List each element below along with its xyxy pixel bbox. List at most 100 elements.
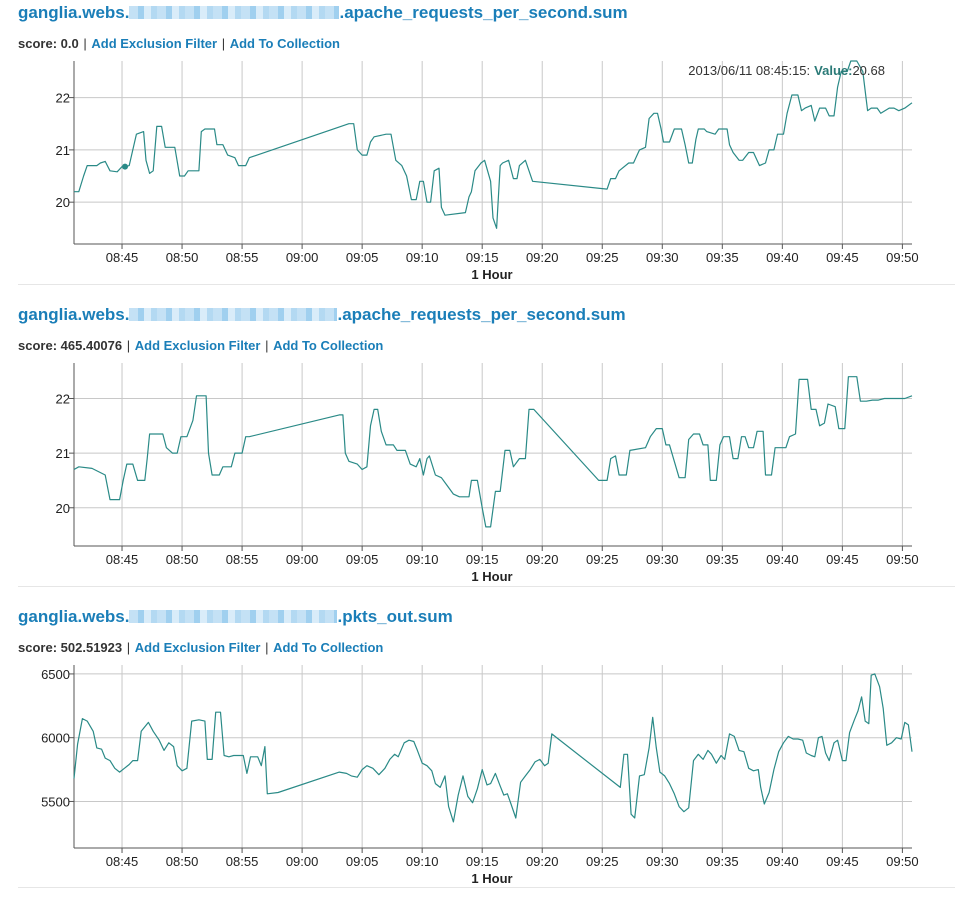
x-tick-label: 09:50 (886, 552, 919, 567)
score-line: score: 0.0 | Add Exclusion Filter | Add … (18, 36, 340, 51)
add-exclusion-filter-link[interactable]: Add Exclusion Filter (134, 338, 261, 353)
separator: | (221, 36, 226, 51)
y-tick-label: 20 (56, 195, 70, 210)
x-tick-label: 09:35 (706, 854, 739, 869)
x-tick-label: 09:45 (826, 552, 859, 567)
x-axis-label: 1 Hour (471, 569, 512, 584)
x-tick-label: 09:30 (646, 854, 679, 869)
panel-divider (18, 586, 955, 587)
x-tick-label: 09:50 (886, 854, 919, 869)
redacted-hostname (129, 308, 338, 321)
x-tick-label: 09:15 (466, 250, 499, 265)
series-line (73, 376, 913, 528)
x-tick-label: 09:45 (826, 854, 859, 869)
series-line (74, 60, 913, 229)
x-tick-label: 08:45 (106, 854, 139, 869)
metric-title-link[interactable]: ganglia.webs. .apache_requests_per_second… (18, 3, 628, 23)
add-to-collection-link[interactable]: Add To Collection (229, 36, 340, 51)
x-tick-label: 08:55 (226, 552, 259, 567)
x-tick-label: 09:20 (526, 854, 559, 869)
x-tick-label: 09:05 (346, 552, 379, 567)
score-value: 0.0 (60, 36, 79, 51)
x-tick-label: 09:20 (526, 552, 559, 567)
score-line: score: 502.51923 | Add Exclusion Filter … (18, 640, 383, 655)
hover-point (122, 163, 129, 170)
add-to-collection-link[interactable]: Add To Collection (273, 640, 384, 655)
x-tick-label: 08:45 (106, 250, 139, 265)
x-tick-label: 09:45 (826, 250, 859, 265)
metric-chart[interactable]: 08:45 08:50 08:55 09:00 09:05 09:10 09:15 09:20… (0, 59, 955, 284)
metric-chart[interactable]: 08:45 08:50 08:55 09:00 09:05 09:10 09:15 09:20… (0, 663, 955, 888)
add-exclusion-filter-link[interactable]: Add Exclusion Filter (91, 36, 218, 51)
metric-chart[interactable]: 08:45 08:50 08:55 09:00 09:05 09:10 09:15 09:20… (0, 361, 955, 586)
x-tick-label: 08:50 (166, 854, 199, 869)
y-tick-label: 21 (56, 143, 70, 158)
metric-panel-1: ganglia.webs. .apache_requests_per_second… (0, 3, 955, 283)
y-tick-label: 6500 (41, 667, 70, 682)
redacted-hostname (129, 6, 340, 19)
add-exclusion-filter-link[interactable]: Add Exclusion Filter (134, 640, 261, 655)
metric-title-suffix: .apache_requests_per_second.sum (339, 3, 628, 22)
x-tick-label: 09:30 (646, 552, 679, 567)
score-value: 465.40076 (60, 338, 123, 353)
x-tick-label: 09:35 (706, 552, 739, 567)
metric-panel-2: ganglia.webs. .apache_requests_per_second… (0, 305, 955, 585)
x-tick-label: 08:50 (166, 250, 199, 265)
y-tick-label: 5500 (41, 794, 70, 809)
separator: | (265, 640, 269, 655)
series-line (73, 673, 913, 823)
score-label: score: (18, 338, 58, 353)
x-tick-label: 09:00 (286, 552, 319, 567)
x-tick-label: 08:45 (106, 552, 139, 567)
x-axis-label: 1 Hour (471, 267, 512, 282)
metric-title-link[interactable]: ganglia.webs. .apache_requests_per_second… (18, 305, 626, 325)
y-tick-label: 22 (56, 392, 70, 407)
metric-title-prefix: ganglia.webs. (18, 607, 130, 626)
y-tick-label: 6000 (41, 731, 70, 746)
x-tick-label: 08:55 (226, 854, 259, 869)
panel-divider (18, 887, 955, 888)
x-tick-label: 09:40 (766, 552, 799, 567)
x-tick-label: 09:30 (646, 250, 679, 265)
metric-title-prefix: ganglia.webs. (18, 3, 130, 22)
score-label: score: (18, 640, 58, 655)
x-tick-label: 09:40 (766, 854, 799, 869)
metric-title-link[interactable]: ganglia.webs. .pkts_out.sum (18, 607, 453, 627)
y-tick-label: 21 (56, 446, 70, 461)
metric-panel-3: ganglia.webs. .pkts_out.sum score: 502.51… (0, 607, 955, 887)
metric-title-suffix: .pkts_out.sum (337, 607, 453, 626)
x-tick-label: 09:00 (286, 250, 319, 265)
x-axis-label: 1 Hour (471, 871, 512, 886)
y-tick-label: 20 (56, 501, 70, 516)
x-tick-label: 09:15 (466, 854, 499, 869)
panel-divider (18, 284, 955, 285)
x-tick-label: 09:10 (406, 250, 439, 265)
metric-title-suffix: .apache_requests_per_second.sum (337, 305, 626, 324)
x-tick-label: 09:25 (586, 854, 619, 869)
separator: | (126, 338, 131, 353)
x-tick-label: 09:50 (886, 250, 919, 265)
separator: | (126, 640, 131, 655)
redacted-hostname (129, 610, 338, 623)
x-tick-label: 09:10 (406, 552, 439, 567)
separator: | (83, 36, 87, 51)
separator: | (265, 338, 269, 353)
add-to-collection-link[interactable]: Add To Collection (273, 338, 384, 353)
metric-title-prefix: ganglia.webs. (18, 305, 130, 324)
x-tick-label: 09:00 (286, 854, 319, 869)
x-tick-label: 09:40 (766, 250, 799, 265)
x-tick-label: 09:05 (346, 250, 379, 265)
y-tick-label: 22 (56, 91, 70, 106)
x-tick-label: 09:05 (346, 854, 379, 869)
x-tick-label: 09:10 (406, 854, 439, 869)
score-line: score: 465.40076 | Add Exclusion Filter … (18, 338, 383, 353)
x-tick-label: 09:15 (466, 552, 499, 567)
x-tick-label: 09:35 (706, 250, 739, 265)
x-tick-label: 09:25 (586, 552, 619, 567)
score-value: 502.51923 (60, 640, 123, 655)
x-tick-label: 08:50 (166, 552, 199, 567)
x-tick-label: 08:55 (226, 250, 259, 265)
x-tick-label: 09:20 (526, 250, 559, 265)
x-tick-label: 09:25 (586, 250, 619, 265)
score-label: score: (18, 36, 58, 51)
